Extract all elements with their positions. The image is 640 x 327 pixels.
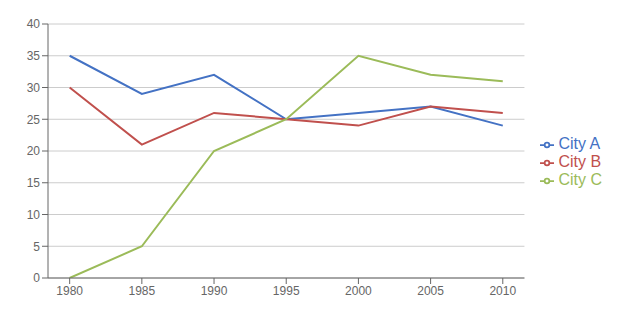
svg-text:40: 40 — [27, 17, 41, 31]
html-text:City A: City A — [558, 135, 601, 152]
svg-text:1985: 1985 — [128, 284, 155, 298]
svg-text:1990: 1990 — [201, 284, 228, 298]
svg-text:0: 0 — [33, 271, 40, 285]
svg-text:2010: 2010 — [489, 284, 516, 298]
svg-text:35: 35 — [27, 49, 41, 63]
html-text:City B: City B — [558, 153, 602, 170]
html-text:City C: City C — [558, 171, 602, 188]
svg-text:25: 25 — [27, 113, 41, 127]
svg-text:2005: 2005 — [417, 284, 444, 298]
svg-text:15: 15 — [27, 176, 41, 190]
svg-text:20: 20 — [27, 144, 41, 158]
svg-text:1980: 1980 — [56, 284, 83, 298]
svg-text:30: 30 — [27, 81, 41, 95]
svg-text:5: 5 — [33, 240, 40, 254]
svg-text:1995: 1995 — [273, 284, 300, 298]
svg-text:10: 10 — [27, 208, 41, 222]
svg-text:2000: 2000 — [345, 284, 372, 298]
